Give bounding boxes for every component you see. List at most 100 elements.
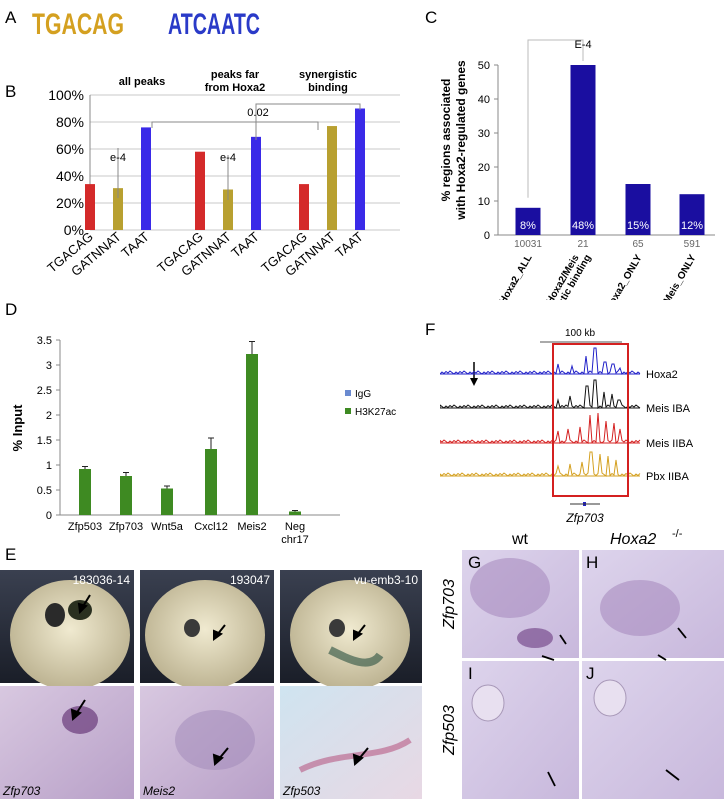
bar — [79, 469, 91, 515]
y-tick-label: 2 — [46, 410, 52, 422]
bar — [141, 127, 151, 230]
x-tick-label: chr17 — [281, 534, 309, 545]
p-value-annotation: E-4 — [574, 39, 591, 51]
y-tick-label: 1.5 — [37, 435, 52, 447]
panel-label-f: F — [425, 320, 436, 339]
x-tick-label: Meis2 — [237, 521, 266, 533]
scale-bar-label: 100 kb — [565, 328, 595, 339]
y-tick-label: 40% — [56, 168, 84, 184]
panel-gj-images: wt Hoxa2 -/- G H I J Zfp703 Zfp503 — [441, 528, 724, 799]
bracket — [151, 121, 319, 130]
track-label: Hoxa2 — [646, 369, 678, 381]
y-tick-label: 20% — [56, 195, 84, 211]
y-axis-label: % Input — [10, 404, 25, 452]
y-tick-label: 3 — [46, 360, 52, 372]
x-tick-label: Hoxa2_ALL — [498, 253, 535, 300]
y-tick-label: 0 — [46, 510, 52, 522]
x-tick-label: TAAT — [228, 229, 262, 261]
x-tick-label: Cxcl12 — [194, 521, 228, 533]
bar — [195, 151, 205, 230]
track-signal — [440, 412, 641, 445]
bar — [120, 476, 132, 515]
highlight-box — [552, 343, 629, 497]
embryo-id-3: vu-emb3-10 — [354, 573, 418, 587]
bar — [515, 207, 541, 235]
bar-pct-label: 8% — [520, 220, 536, 232]
y-tick-label: 3.5 — [37, 335, 52, 347]
panel-e-images: 183036-14 193047 vu-emb3-10 Zfp703 Meis2… — [0, 570, 422, 799]
panel-label-i: I — [468, 664, 473, 683]
track-label: Meis IIBA — [646, 438, 694, 450]
track-signal — [440, 379, 641, 410]
motif-logo-1: TGACAG — [32, 8, 124, 40]
count-label: 10031 — [514, 239, 542, 250]
bar — [625, 184, 651, 235]
row-label-zfp703: Zfp703 — [441, 579, 458, 630]
bar — [85, 184, 95, 230]
ko-label: Hoxa2 — [610, 531, 656, 548]
bar-pct-label: 12% — [681, 220, 703, 232]
gene-label-e-3: Zfp503 — [282, 784, 321, 798]
chart-d: 0 0.5 1 1.5 2 2.5 3 3.5 % Input Zfp503 Zfp703 Wnt5a… — [10, 335, 396, 545]
y-tick-label: 100% — [48, 87, 84, 103]
panel-label-d: D — [5, 300, 18, 319]
ko-superscript: -/- — [672, 528, 683, 540]
embryo-id-1: 183036-14 — [73, 573, 131, 587]
bar — [161, 488, 173, 515]
track-label: Meis IBA — [646, 403, 691, 415]
bar-pct-label: 48% — [572, 220, 594, 232]
genome-browser-tracks: 100 kb Hoxa2 Meis IBA Meis IIBA Pbx IIBA Zf… — [440, 328, 694, 525]
x-tick-label: Zfp503 — [68, 521, 102, 533]
embryo-id-2: 193047 — [230, 573, 270, 587]
bar — [246, 354, 258, 515]
panel-label-c: C — [425, 8, 438, 27]
motif-logos: TGACAG ATCAATC — [32, 8, 260, 40]
gene-label-e-2: Meis2 — [143, 784, 175, 798]
panel-label-a: A — [5, 8, 17, 27]
p-value-annotation: e-4 — [220, 152, 236, 164]
group-title: synergistic — [299, 69, 357, 81]
bar — [113, 188, 123, 230]
marker-lines — [541, 627, 687, 787]
p-value-annotation: 0.02 — [247, 107, 268, 119]
row-label-zfp503: Zfp503 — [441, 705, 458, 756]
p-value-annotation: e-4 — [110, 152, 126, 164]
legend-swatch — [345, 408, 351, 414]
bracket — [255, 103, 361, 140]
group-title: peaks far — [211, 69, 260, 81]
x-tick-label: TAAT — [332, 229, 366, 261]
y-tick-label: 20 — [478, 162, 490, 174]
arrow-icons — [70, 594, 369, 766]
x-tick-label: TAAT — [118, 229, 152, 261]
y-tick-label: 2.5 — [37, 385, 52, 397]
count-label: 65 — [632, 239, 644, 250]
y-tick-label: 50 — [478, 60, 490, 72]
bar — [223, 189, 233, 230]
bracket — [527, 39, 584, 198]
bar — [355, 108, 365, 230]
y-axis-label: % regions associated — [439, 79, 453, 202]
wt-label: wt — [511, 531, 529, 548]
y-tick-label: 40 — [478, 94, 490, 106]
y-tick-label: 80% — [56, 114, 84, 130]
bar — [327, 126, 337, 230]
panel-label-j: J — [586, 664, 595, 683]
y-tick-label: 0% — [64, 222, 84, 238]
track-label: Pbx IIBA — [646, 471, 689, 483]
panel-label-e: E — [5, 545, 17, 564]
y-tick-label: 60% — [56, 141, 84, 157]
x-tick-label: TOP_Meis_ONLY — [649, 253, 699, 300]
bar — [289, 511, 301, 515]
count-label: 591 — [684, 239, 701, 250]
panel-label-h: H — [586, 553, 598, 572]
gene-label-e-1: Zfp703 — [2, 784, 41, 798]
down-arrow-icon — [470, 362, 478, 386]
legend-swatch — [345, 390, 351, 396]
legend-label: H3K27ac — [355, 407, 396, 418]
track-signal — [440, 451, 641, 477]
y-tick-label: 1 — [46, 460, 52, 472]
bar — [570, 65, 596, 235]
legend-label: IgG — [355, 389, 371, 400]
bar — [679, 194, 705, 235]
bar — [251, 136, 261, 230]
